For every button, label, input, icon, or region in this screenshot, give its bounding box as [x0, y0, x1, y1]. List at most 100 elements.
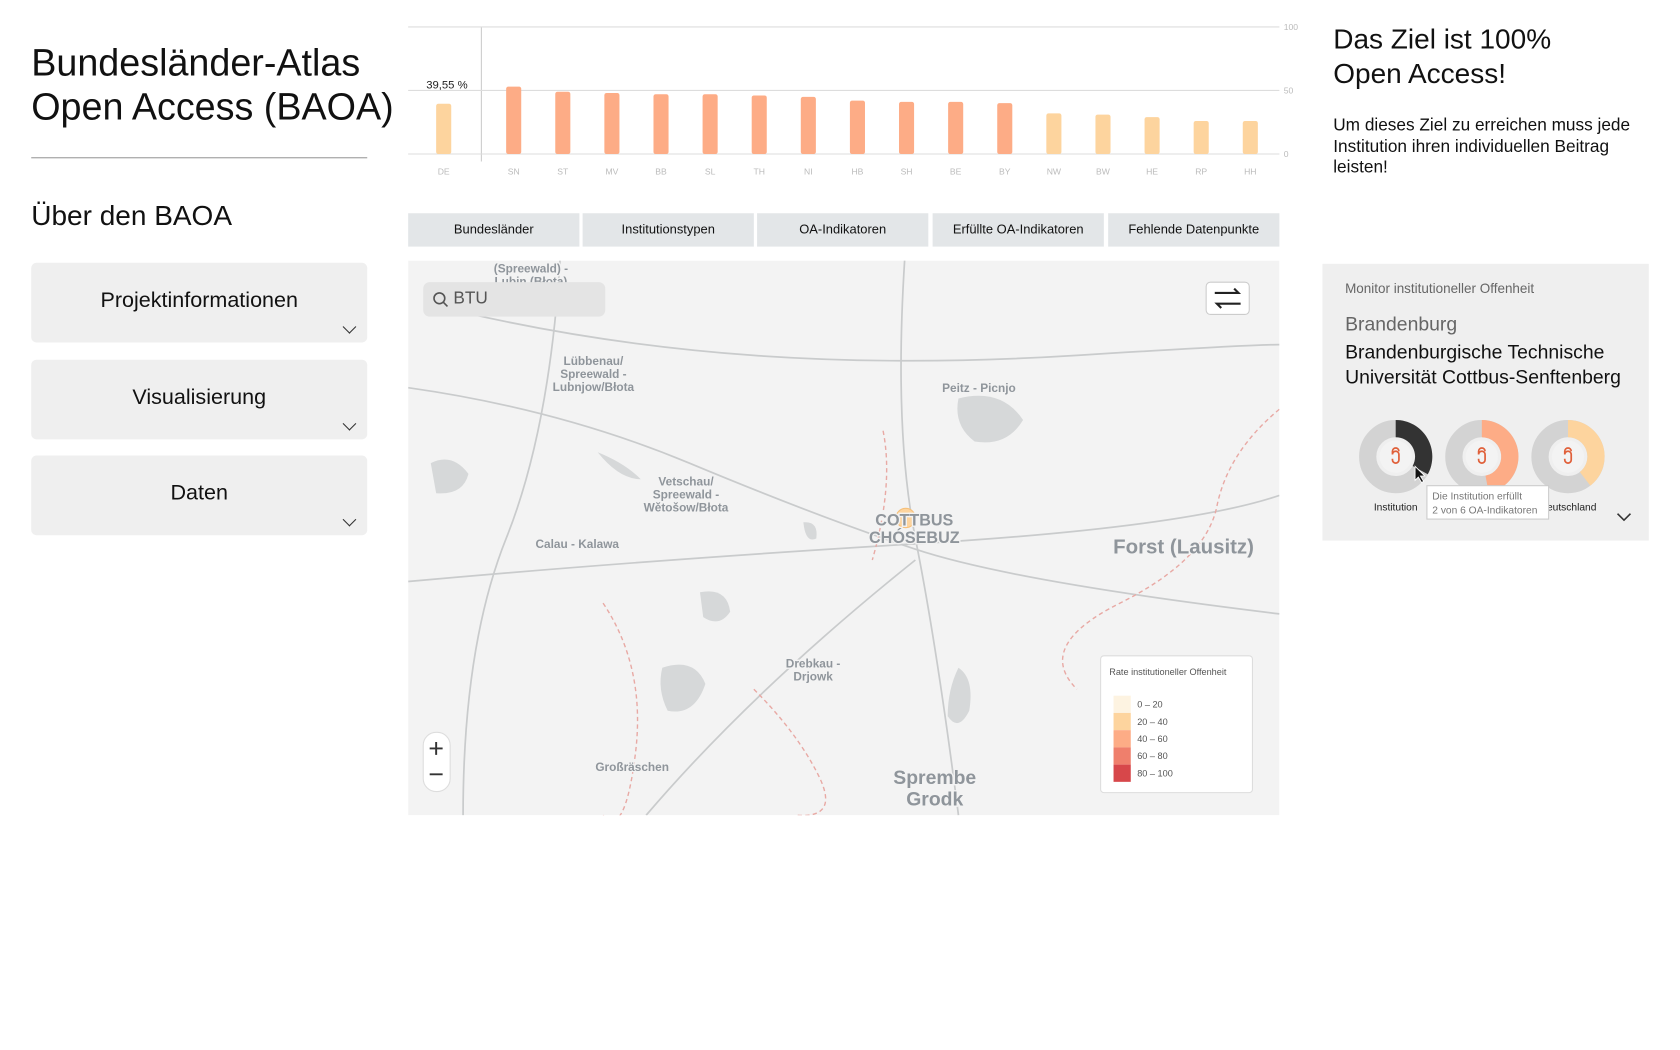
- goal-title: Das Ziel ist 100% Open Access!: [1333, 22, 1551, 91]
- place-label: (Spreewald) -: [494, 261, 568, 275]
- place-label: Wětošow/Błota: [644, 501, 729, 515]
- legend-label: 40 – 60: [1137, 734, 1168, 744]
- search-text: BTU: [453, 289, 488, 308]
- legend-swatch: [1113, 712, 1131, 731]
- accordion[interactable]: Visualisierung: [31, 359, 368, 440]
- x-tick-label: BW: [1096, 166, 1111, 176]
- x-tick-label: BB: [655, 166, 667, 176]
- goal-line: Das Ziel ist 100%: [1333, 22, 1552, 55]
- place-label: Calau - Kalawa: [535, 537, 619, 551]
- tab[interactable]: Erfüllte OA-Indikatoren: [932, 213, 1104, 247]
- sidebar-heading: Über den BAOA: [31, 199, 233, 232]
- lakes: [430, 395, 1024, 724]
- legend-label: 60 – 80: [1137, 751, 1168, 761]
- x-tick-label: BE: [950, 166, 962, 176]
- tab[interactable]: OA-Indikatoren: [757, 213, 929, 247]
- bar[interactable]: [948, 101, 964, 154]
- bar[interactable]: [1242, 120, 1258, 154]
- x-tick-label: BY: [999, 166, 1011, 176]
- bar[interactable]: [436, 103, 452, 154]
- institution-marker[interactable]: [895, 507, 916, 529]
- bar[interactable]: [1095, 114, 1111, 154]
- x-tick-label: NI: [804, 166, 813, 176]
- bar[interactable]: [555, 91, 571, 154]
- place-label: CHÓSEBUZ: [869, 528, 960, 547]
- x-tick-label: DE: [438, 166, 450, 176]
- monitor-title: Monitor institutioneller Offenheit: [1345, 281, 1535, 297]
- legend-swatch: [1113, 695, 1131, 713]
- legend-label: 0 – 20: [1137, 700, 1162, 710]
- accordion-label: Visualisierung: [132, 385, 267, 410]
- bar[interactable]: [899, 101, 915, 154]
- swap-button[interactable]: [1205, 281, 1250, 315]
- title-line: Bundesländer-Atlas: [31, 41, 361, 84]
- x-tick-label: SN: [508, 166, 520, 176]
- place-label: Drjowk: [793, 670, 833, 684]
- bar[interactable]: [702, 94, 718, 154]
- app-title: Bundesländer-Atlas Open Access (BAOA): [31, 41, 393, 129]
- y-tick-label: 50: [1284, 86, 1294, 96]
- x-tick-label: HH: [1244, 166, 1256, 176]
- x-tick-label: SH: [901, 166, 913, 176]
- y-tick-label: 100: [1284, 22, 1299, 32]
- place-label: Lubnjow/Błota: [553, 380, 635, 394]
- bar[interactable]: [506, 86, 522, 154]
- monitor-state: Brandenburg: [1345, 313, 1458, 335]
- y-tick-label: 0: [1284, 149, 1289, 159]
- legend-label: 20 – 40: [1137, 717, 1168, 727]
- place-label: Vetschau/: [658, 475, 714, 489]
- x-tick-label: HB: [851, 166, 863, 176]
- x-tick-label: TH: [753, 166, 764, 176]
- bar[interactable]: [849, 100, 865, 154]
- tab[interactable]: Fehlende Datenpunkte: [1108, 213, 1280, 247]
- borders: [602, 408, 1280, 816]
- title-line: Open Access (BAOA): [31, 86, 394, 129]
- roads: [408, 260, 1280, 816]
- place-label: Grodk: [906, 789, 963, 811]
- bar[interactable]: [1046, 113, 1062, 154]
- x-tick-label: ST: [557, 166, 569, 176]
- map-legend: [1100, 655, 1253, 794]
- x-tick-label: NW: [1047, 166, 1062, 176]
- monitor-card: [1322, 263, 1649, 541]
- legend-title: Rate institutioneller Offenheit: [1109, 667, 1227, 677]
- divider: [31, 157, 368, 159]
- accordion-label: Projektinformationen: [100, 288, 299, 313]
- legend-label: 80 – 100: [1137, 768, 1173, 778]
- bar[interactable]: [604, 93, 620, 154]
- x-tick-label: MV: [605, 166, 618, 176]
- bar[interactable]: [997, 103, 1013, 154]
- legend-swatch: [1113, 764, 1131, 782]
- bar[interactable]: [1144, 117, 1160, 154]
- zoom-controls[interactable]: [422, 731, 451, 793]
- place-label: Sprembe: [893, 767, 976, 789]
- place-label: Lübbenau/: [563, 354, 624, 368]
- accordion[interactable]: Projektinformationen: [31, 262, 368, 343]
- place-label: Forst (Lausitz): [1113, 536, 1254, 559]
- legend-swatch: [1113, 730, 1131, 748]
- accordion[interactable]: Daten: [31, 455, 368, 536]
- search-box[interactable]: BTU: [423, 282, 606, 317]
- bar[interactable]: [653, 94, 669, 154]
- bar[interactable]: [751, 95, 767, 154]
- goal-line: Open Access!: [1333, 57, 1506, 90]
- search-icon: [433, 292, 449, 307]
- goal-text: Um dieses Ziel zu erreichen muss jede In…: [1333, 116, 1631, 177]
- place-label: Drebkau -: [786, 657, 841, 671]
- tab[interactable]: Institutionstypen: [582, 213, 754, 247]
- tab[interactable]: Bundesländer: [408, 213, 580, 247]
- place-label: Großräschen: [595, 760, 669, 774]
- place-label: Spreewald -: [560, 367, 626, 381]
- x-tick-label: RP: [1195, 166, 1207, 176]
- place-label: COTTBUS: [875, 512, 953, 530]
- x-tick-label: HE: [1146, 166, 1158, 176]
- place-label: Spreewald -: [653, 488, 719, 502]
- legend-swatch: [1113, 747, 1131, 765]
- bar[interactable]: [800, 96, 816, 154]
- monitor-institution: Brandenburgische Technische Universität …: [1345, 341, 1621, 388]
- bar[interactable]: [1193, 120, 1209, 154]
- accordion-label: Daten: [170, 481, 228, 506]
